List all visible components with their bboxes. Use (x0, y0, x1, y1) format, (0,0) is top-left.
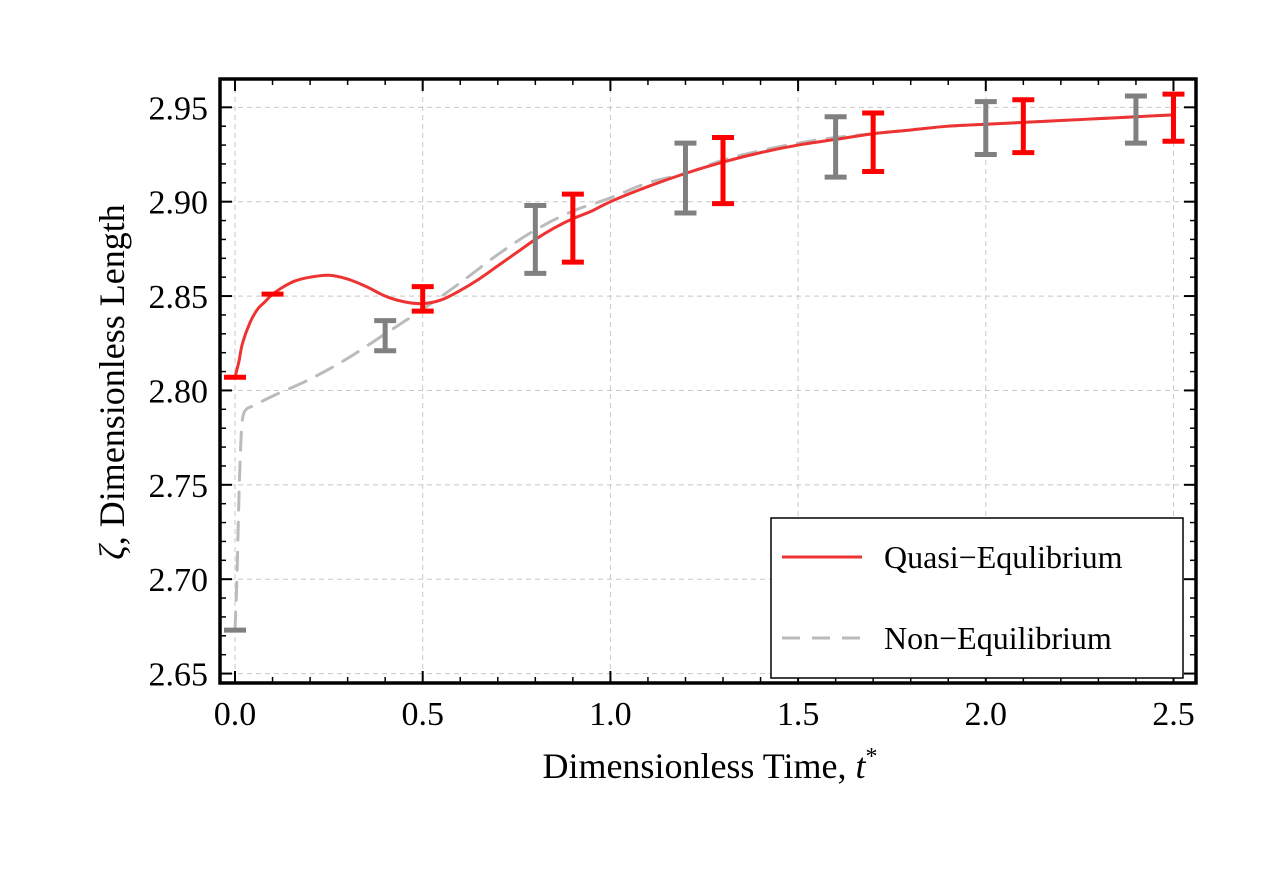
error-bars (224, 91, 1185, 633)
y-axis-title-text: , Dimensionless Length (92, 204, 132, 545)
x-axis-title-text: Dimensionless Time, (542, 746, 855, 786)
error-bar (974, 99, 997, 157)
y-axis-title-variable: ζ (92, 543, 132, 560)
axis-ticks (220, 79, 1196, 683)
x-tick-label: 1.5 (777, 696, 820, 733)
grid (220, 79, 1196, 683)
y-tick-label: 2.70 (149, 562, 209, 599)
error-bar (824, 114, 847, 180)
error-bar (1124, 93, 1147, 146)
error-bar (1012, 97, 1035, 156)
legend-label-quasi-equilibrium: Quasi−Equlibrium (884, 539, 1123, 575)
x-tick-label: 1.0 (589, 696, 632, 733)
error-bar (862, 110, 885, 174)
y-tick-label: 2.85 (149, 279, 209, 316)
error-bar (374, 318, 397, 354)
legend-label-non-equilibrium: Non−Equilibrium (884, 620, 1112, 656)
y-tick-label: 2.80 (149, 373, 209, 410)
error-bar (1162, 91, 1185, 144)
error-bar (561, 191, 584, 265)
series-layer (233, 113, 1175, 632)
x-tick-label: 0.5 (401, 696, 444, 733)
error-bar (411, 284, 434, 314)
y-tick-label: 2.95 (149, 90, 209, 127)
series-line-quasi-equilibrium (233, 113, 1175, 379)
x-axis-title-variable: t (856, 746, 867, 786)
legend-box (770, 517, 1184, 679)
x-tick-label: 0.0 (214, 696, 257, 733)
y-axis-title: ζ, Dimensionless Length (92, 204, 132, 560)
plot-frame (218, 77, 1198, 685)
x-axis-title-superscript: * (866, 744, 878, 770)
error-bar (674, 140, 697, 216)
x-tick-label: 2.5 (1152, 696, 1195, 733)
x-tick-label: 2.0 (965, 696, 1008, 733)
y-tick-label: 2.65 (149, 657, 209, 694)
y-tick-label: 2.90 (149, 185, 209, 222)
y-tick-label: 2.75 (149, 468, 209, 505)
tick-labels: 0.0 0.5 1.0 1.5 2.0 2.5 2.65 2.70 2.75 2.80 2.85 2.… (149, 90, 1195, 733)
error-bar (524, 202, 547, 276)
x-axis-title: Dimensionless Time, t* (542, 744, 877, 786)
legend: Quasi−Equlibrium Non−Equilibrium (770, 517, 1184, 679)
error-bar (712, 135, 735, 207)
